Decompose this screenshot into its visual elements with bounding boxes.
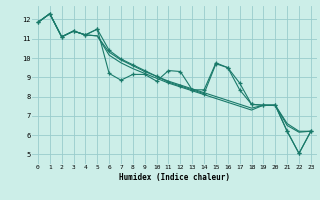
X-axis label: Humidex (Indice chaleur): Humidex (Indice chaleur) <box>119 173 230 182</box>
